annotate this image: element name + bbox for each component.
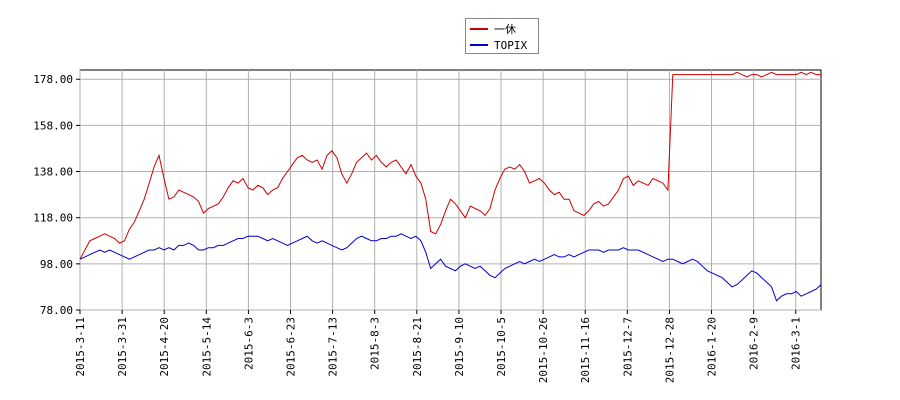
- x-tick-label-13: 2015-12-7: [621, 317, 634, 377]
- y-tick-label-2: 138.00: [33, 166, 73, 179]
- y-axis-ticks: 178.00 158.00 138.00 118.00 98.00 78.00: [33, 73, 80, 317]
- legend-swatch-series-1: [470, 28, 488, 30]
- x-tick-label-5: 2015-6-23: [285, 317, 298, 377]
- plot-area: [79, 69, 822, 311]
- x-tick-label-9: 2015-9-10: [453, 317, 466, 377]
- x-tick-label-14: 2015-12-28: [663, 317, 676, 383]
- x-tick-label-3: 2015-5-14: [200, 317, 213, 377]
- y-tick-label-0: 178.00: [33, 73, 73, 86]
- x-tick-label-15: 2016-1-20: [706, 317, 719, 377]
- y-tick-label-4: 98.00: [40, 258, 73, 271]
- x-tick-label-11: 2015-10-26: [537, 317, 550, 383]
- series-line-1: [79, 71, 821, 260]
- legend-swatch-series-2: [470, 44, 488, 46]
- x-tick-label-17: 2016-3-1: [790, 317, 803, 370]
- x-tick-label-8: 2015-8-21: [411, 317, 424, 377]
- legend: 一休 TOPIX: [465, 18, 539, 54]
- y-tick-label-5: 78.00: [40, 304, 73, 317]
- legend-item-series-2: TOPIX: [470, 38, 527, 52]
- x-tick-label-2: 2015-4-20: [158, 317, 171, 377]
- y-tick-label-1: 158.00: [33, 119, 73, 132]
- x-tick-label-0: 2015-3-11: [74, 317, 87, 377]
- x-tick-label-16: 2016-2-9: [748, 317, 761, 370]
- series-lines: [79, 71, 822, 302]
- legend-label-series-1: 一休: [494, 23, 516, 36]
- legend-item-series-1: 一休: [470, 22, 516, 36]
- series-line-2: [79, 233, 822, 302]
- y-tick-label-3: 118.00: [33, 212, 73, 225]
- x-tick-label-1: 2015-3-31: [116, 317, 129, 377]
- x-tick-label-4: 2015-6-3: [242, 317, 255, 370]
- x-tick-label-6: 2015-7-13: [327, 317, 340, 377]
- x-tick-label-12: 2015-11-16: [579, 317, 592, 383]
- x-tick-label-7: 2015-8-3: [369, 317, 382, 370]
- legend-label-series-2: TOPIX: [494, 38, 528, 52]
- x-tick-label-10: 2015-10-5: [495, 317, 508, 377]
- x-axis-ticks: 2015-3-11 2015-3-31 2015-4-20 2015-5-14 2015…: [74, 310, 803, 383]
- grid-lines: [79, 70, 821, 311]
